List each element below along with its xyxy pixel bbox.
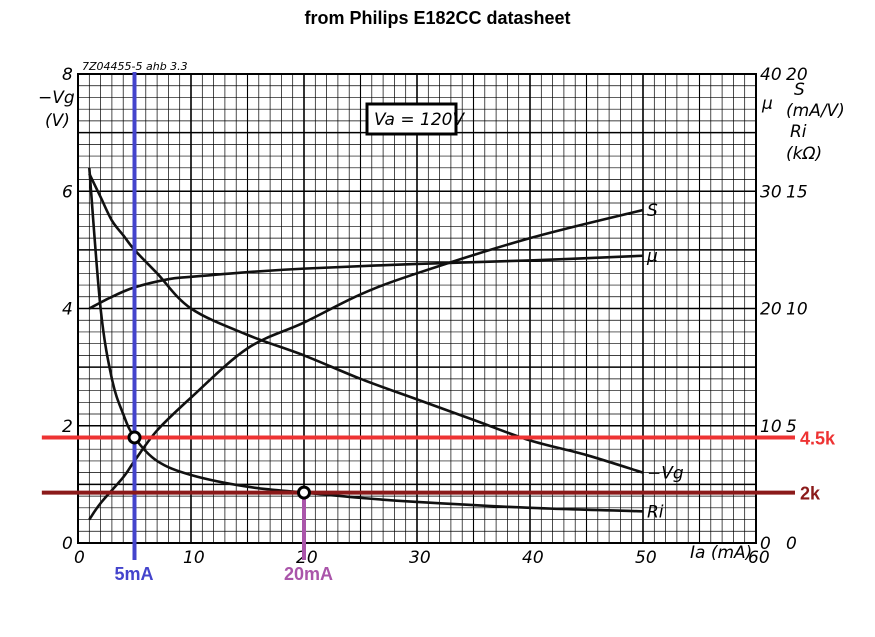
right-tick-label-s: 10 [786,300,808,320]
x-tick-label: 60 [748,548,770,568]
x-tick-label: 20 [296,548,318,568]
series-line-s [88,208,644,521]
series-label: µ [646,247,658,267]
vertical-marker-label: 5mA [115,564,154,584]
horizontal-marker-label: 4.5k [800,428,836,448]
condition-box [365,102,458,136]
right-tick-label-mu: 40 [760,65,782,85]
series-line-mu [88,254,644,310]
x-tick-label: 50 [635,548,657,568]
left-tick-label: 4 [62,300,73,320]
series-label: Ri [647,502,664,522]
right-tick-label-mu: 0 [760,534,771,554]
right-tick-label-s: 0 [786,534,797,554]
series-label: −Vg [647,464,684,484]
x-tick-label: 40 [522,548,544,568]
series-line-ri [88,167,644,513]
left-tick-label: 2 [62,417,73,437]
right-axis-label-ri: Ri [790,122,807,142]
x-tick-label: 10 [183,548,205,568]
intersection-marker [297,485,311,500]
right-axis-label-mu: µ [761,94,773,114]
left-axis-label: −Vg [38,88,75,108]
left-tick-label: 6 [62,182,73,202]
left-axis-unit: (V) [45,111,70,131]
x-axis-label: Ia (mA) [690,543,752,563]
vertical-marker-label: 20mA [284,564,333,584]
right-tick-label-mu: 30 [760,182,782,202]
intersection-marker [127,430,142,445]
x-tick-label: 0 [74,548,85,568]
x-tick-label: 30 [409,548,431,568]
chart-title: from Philips E182CC datasheet [304,8,571,28]
plot-frame [77,73,757,544]
labels: Sµ −Vg Ri [646,201,684,522]
left-tick-label: 0 [62,534,73,554]
series-line-vg [88,173,644,474]
right-tick-label-s: 15 [786,182,808,202]
right-tick-label-s: 5 [786,417,797,437]
right-axis-label-s: S [794,80,805,100]
right-tick-label-mu: 20 [760,300,782,320]
curves [88,167,644,521]
horizontal-marker-label: 2k [800,484,821,504]
right-tick-label-s: 20 [786,65,808,85]
condition-label: Va = 120V [374,110,465,130]
series-label: S [647,201,658,221]
right-tick-label-mu: 10 [760,417,782,437]
right-axis-unit-ri: (kΩ) [786,144,822,164]
figure-code: 7Z04455-5 ahb 3.3 [82,60,188,73]
right-axis-unit-s: (mA/V) [786,101,845,121]
annotations: 5mA 20mA 4.5k 2k [41,72,836,584]
left-tick-label: 8 [62,65,73,85]
plot-border [77,73,757,544]
